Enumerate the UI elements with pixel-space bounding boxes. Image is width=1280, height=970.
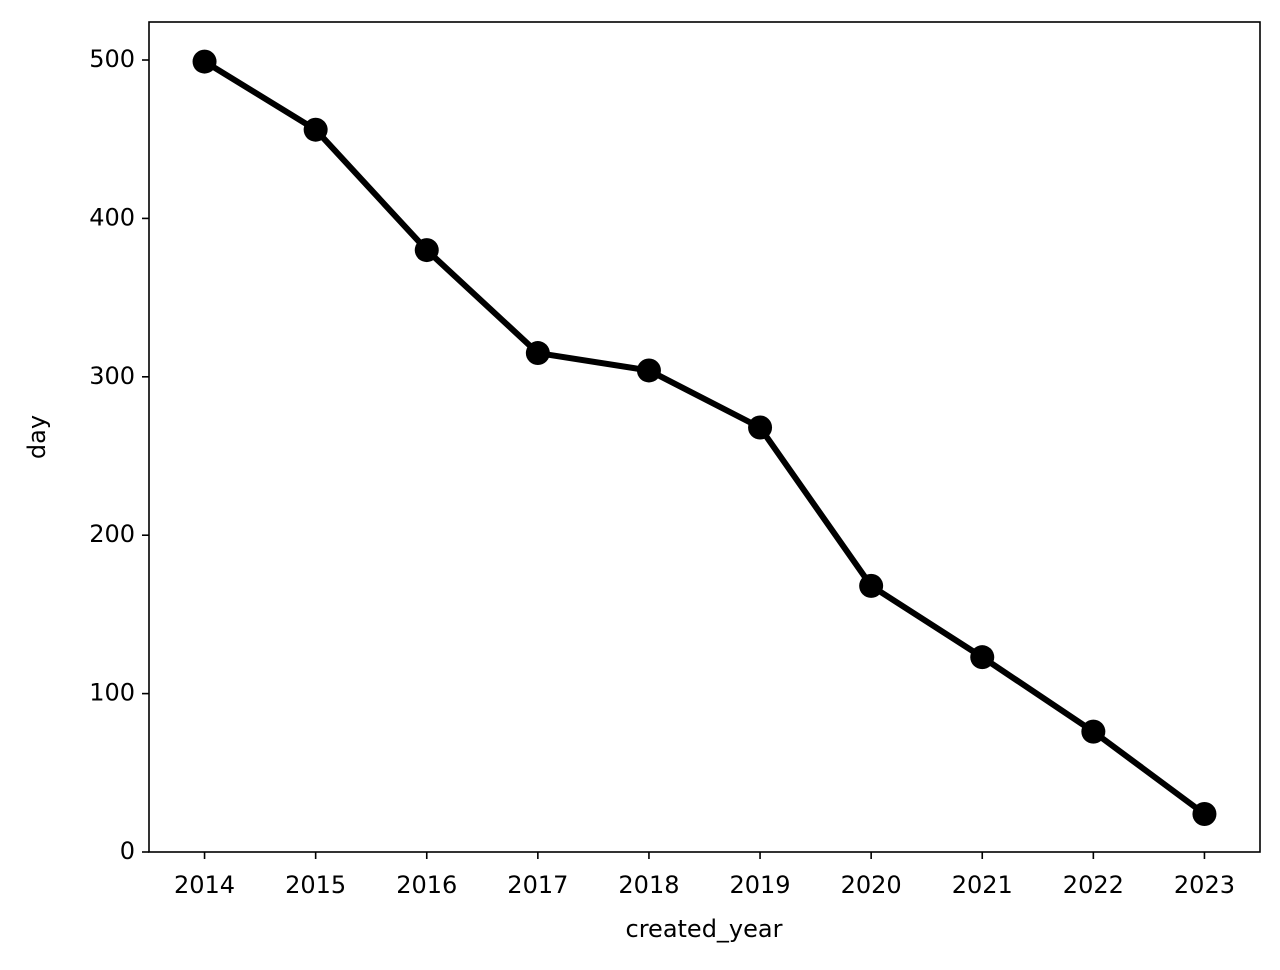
x-tick-label: 2020 [841,871,902,899]
plot-frame [148,21,1261,853]
y-tick-label: 200 [89,520,135,548]
data-point [1192,801,1217,826]
data-point [859,573,884,598]
data-point [192,49,217,74]
data-point [414,238,439,263]
y-tick-label: 500 [89,45,135,73]
y-tick-label: 400 [89,203,135,231]
data-point [970,645,995,670]
x-tick-label: 2018 [618,871,679,899]
y-axis-label: day [23,415,51,459]
x-tick-label: 2021 [952,871,1013,899]
x-axis-label: created_year [626,915,783,943]
y-tick-label: 300 [89,362,135,390]
x-tick-label: 2017 [507,871,568,899]
x-tick-label: 2016 [396,871,457,899]
data-point [1081,719,1106,744]
data-point [525,341,550,366]
x-tick-label: 2015 [285,871,346,899]
x-tick-label: 2014 [174,871,235,899]
x-tick-label: 2023 [1174,871,1235,899]
x-tick-label: 2022 [1063,871,1124,899]
data-point [748,415,773,440]
data-point [303,117,328,142]
series-line [202,59,1207,817]
data-point [636,358,661,383]
x-tick-label: 2019 [730,871,791,899]
y-tick-label: 0 [120,837,135,865]
y-tick-label: 100 [89,679,135,707]
